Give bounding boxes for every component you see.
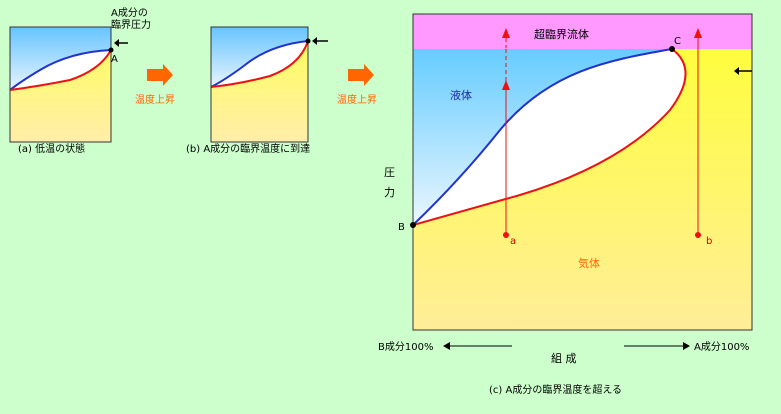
panel-b-bubble-curve — [211, 40, 308, 88]
panel-a-caption: (a) 低温の状態 — [18, 142, 85, 155]
panel-b-critical-point — [305, 38, 311, 44]
panel-b: (b) A成分の臨界温度に到達 — [186, 26, 328, 155]
panel-c-point-b-marker — [410, 222, 416, 228]
panel-c-caption: (c) A成分の臨界温度を超える — [489, 383, 622, 396]
step-arrow-2-icon — [348, 64, 374, 86]
panel-a-two-phase-region — [10, 50, 111, 90]
panel-a-bubble-curve — [10, 49, 111, 91]
step-arrow-2-label: 温度上昇 — [337, 93, 377, 106]
panel-a-dew-curve — [10, 49, 111, 91]
panel-c-x-axis-label: 組 成 — [551, 352, 577, 365]
panel-a-liquid-region — [10, 27, 111, 90]
panel-b-two-phase-region — [211, 41, 308, 87]
panel-c-point-b-label: B — [398, 222, 405, 233]
panel-c-point-c-label: C — [674, 36, 681, 47]
panel-a-frame — [9, 26, 112, 143]
panel-b-frame — [210, 26, 309, 143]
step-arrow-2: 温度上昇 — [337, 64, 377, 106]
panel-b-pressure-arrow-icon — [312, 37, 328, 45]
panel-c-frame — [412, 13, 753, 331]
panel-a: A A成分の 臨界圧力 (a) 低温の状態 — [9, 7, 151, 155]
panel-c-path-b-label: b — [706, 236, 712, 247]
panel-c-x-left-label: B成分100% — [378, 341, 433, 353]
step-arrow-1-icon — [147, 64, 173, 86]
step-arrow-1: 温度上昇 — [135, 64, 175, 106]
panel-c-path-b-arrowhead — [694, 28, 702, 38]
panel-a-pressure-arrow-icon — [114, 39, 128, 47]
panel-c-path-a-start — [503, 232, 509, 238]
panel-c-two-phase-region — [413, 49, 686, 225]
panel-c-path-a-arrowhead-upper — [502, 28, 510, 38]
panel-c-x-right-label: A成分100% — [694, 341, 749, 353]
panel-c-x-right-arrow-icon — [624, 342, 690, 350]
panel-c-gas-label: 気体 — [578, 256, 600, 270]
panel-c-path-a-arrowhead-lower — [502, 80, 510, 90]
panel-c: 超臨界流体 液体 気体 B C a b 圧 力 B成分100% 組 成 A成分1… — [378, 13, 753, 396]
panel-c-point-c-marker — [669, 46, 675, 52]
panel-c-dew-curve — [413, 48, 687, 226]
panel-c-supercritical-label: 超臨界流体 — [534, 27, 589, 41]
panel-c-y-axis-char1: 圧 — [384, 166, 395, 179]
panel-a-note-line2: 臨界圧力 — [111, 18, 151, 31]
panel-c-supercritical-region — [413, 14, 752, 49]
panel-a-point-a-label: A — [111, 54, 118, 65]
panel-c-x-left-arrow-icon — [443, 342, 512, 350]
panel-c-liquid-region — [413, 49, 672, 225]
panel-c-path-a-label: a — [510, 236, 516, 247]
panel-c-y-axis-char2: 力 — [384, 186, 395, 199]
panel-b-caption: (b) A成分の臨界温度に到達 — [186, 142, 310, 155]
panel-b-dew-curve — [211, 40, 308, 88]
panel-c-liquid-label: 液体 — [450, 88, 472, 102]
panel-c-path-b-start — [695, 232, 701, 238]
panel-c-bubble-curve — [413, 48, 673, 226]
panel-c-pressure-arrow-icon — [734, 67, 752, 75]
panel-a-critical-point — [108, 47, 114, 53]
step-arrow-1-label: 温度上昇 — [135, 93, 175, 106]
panel-a-note-line1: A成分の — [111, 7, 148, 19]
